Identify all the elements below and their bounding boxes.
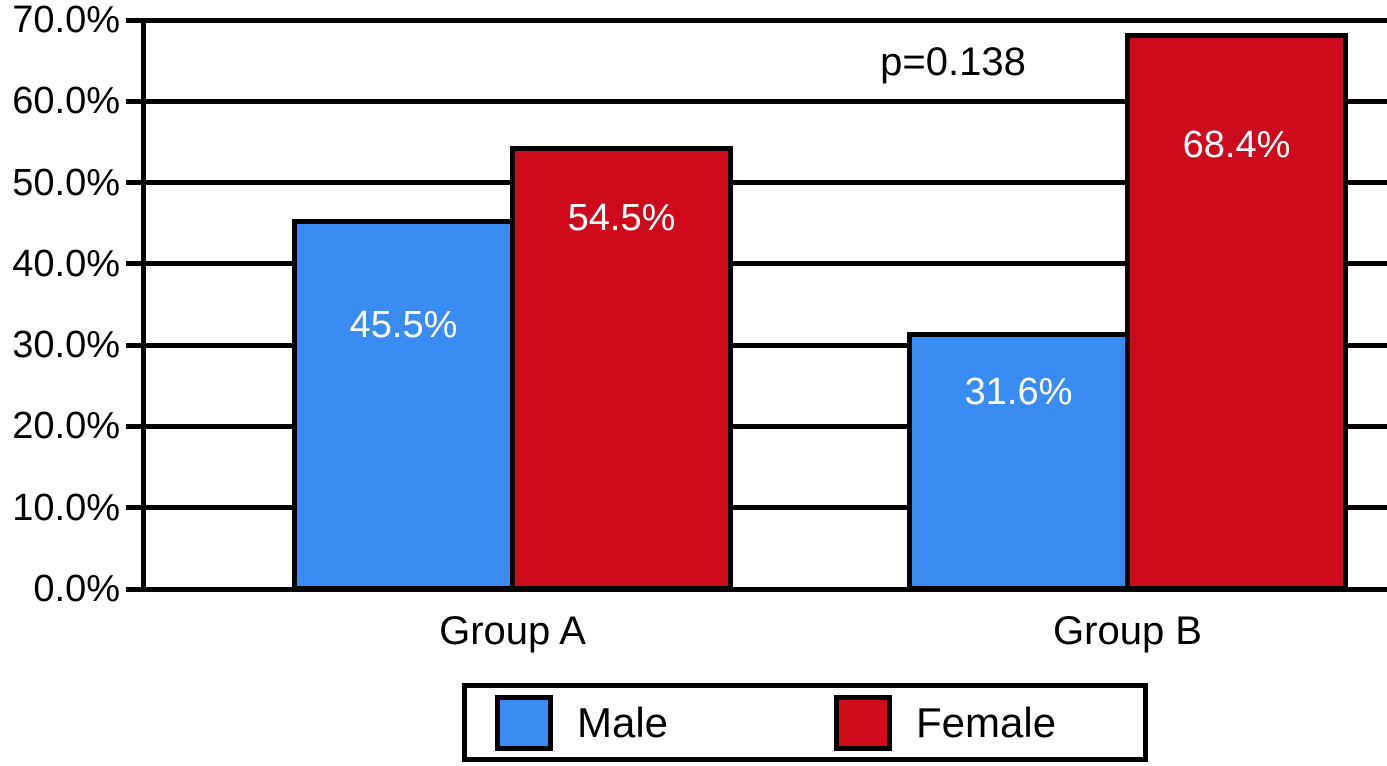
y-tick-label: 30.0% bbox=[12, 324, 120, 367]
x-category-label-group-a: Group A bbox=[439, 609, 586, 653]
y-axis-tick bbox=[126, 17, 143, 23]
legend: Male Female bbox=[462, 683, 1148, 762]
y-axis-tick bbox=[126, 423, 143, 429]
y-tick-label: 0.0% bbox=[33, 568, 120, 610]
gridline bbox=[143, 342, 1387, 348]
bar-group-b-female bbox=[1125, 33, 1348, 592]
y-axis-tick bbox=[126, 342, 143, 348]
gridline bbox=[143, 98, 1387, 104]
y-axis-tick bbox=[126, 261, 143, 267]
gridline bbox=[143, 423, 1387, 429]
y-tick-label: 60.0% bbox=[12, 80, 120, 123]
p-value-annotation: p=0.138 bbox=[880, 40, 1026, 84]
gridline bbox=[143, 180, 1387, 186]
bar-group-b-male bbox=[907, 332, 1130, 592]
bar-value-label-group-a-female: 54.5% bbox=[567, 196, 676, 239]
y-tick-label: 50.0% bbox=[12, 161, 120, 204]
bar-value-label-group-a-male: 45.5% bbox=[349, 304, 458, 347]
legend-item-female: Female bbox=[834, 688, 1056, 757]
gridline bbox=[143, 261, 1387, 267]
legend-item-male: Male bbox=[495, 688, 668, 757]
legend-male-label: Male bbox=[577, 698, 669, 746]
y-tick-label: 20.0% bbox=[12, 405, 120, 448]
y-axis-tick bbox=[126, 505, 143, 511]
y-axis-tick bbox=[126, 180, 143, 186]
y-tick-label: 40.0% bbox=[12, 242, 120, 285]
legend-female-label: Female bbox=[916, 698, 1057, 746]
gridline bbox=[143, 17, 1387, 23]
gridline bbox=[143, 505, 1387, 511]
bar-group-a-male bbox=[292, 219, 515, 592]
bar-value-label-group-b-female: 68.4% bbox=[1182, 124, 1291, 166]
legend-male-swatch bbox=[495, 694, 553, 751]
y-axis-line bbox=[140, 17, 146, 592]
y-axis-tick bbox=[126, 586, 143, 592]
y-axis-tick bbox=[126, 98, 143, 104]
x-category-label-group-b: Group B bbox=[1053, 609, 1202, 653]
y-tick-label: 70.0% bbox=[12, 0, 120, 41]
x-axis-line bbox=[143, 586, 1387, 592]
y-tick-label: 10.0% bbox=[12, 486, 120, 529]
legend-female-swatch bbox=[834, 694, 892, 751]
bar-value-label-group-b-male: 31.6% bbox=[964, 371, 1073, 414]
